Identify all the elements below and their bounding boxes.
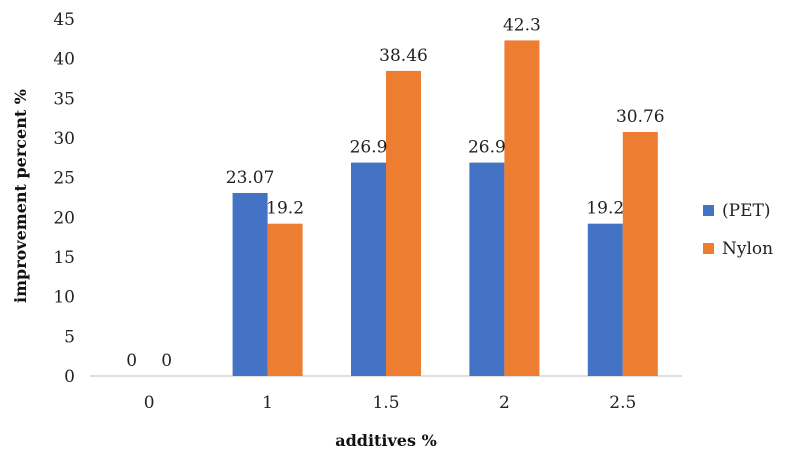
y-tick-label: 0	[64, 367, 75, 387]
data-label: 0	[126, 351, 137, 371]
data-label: 0	[161, 351, 172, 371]
x-axis-ticks: 0 1 1.5 2 2.5	[144, 393, 637, 413]
y-tick-label: 15	[53, 248, 75, 268]
bar-pet	[469, 162, 505, 376]
data-label: 19.2	[586, 199, 624, 219]
legend-swatch	[703, 205, 714, 216]
bar-pet	[232, 192, 268, 376]
bar-pet	[587, 223, 623, 376]
data-label: 30.76	[616, 107, 665, 127]
bar-nylon	[386, 70, 421, 376]
x-tick-label: 1	[262, 393, 273, 413]
y-tick-label: 25	[53, 169, 75, 189]
x-axis-title: additives %	[335, 431, 437, 450]
legend-label: Nylon	[722, 239, 773, 259]
x-tick-label: 1.5	[372, 393, 399, 413]
bar-nylon	[504, 40, 540, 377]
y-tick-label: 30	[53, 129, 75, 149]
data-label: 19.2	[266, 199, 304, 219]
data-label: 38.46	[379, 46, 428, 66]
x-tick-label: 2	[499, 393, 510, 413]
data-label: 23.07	[226, 168, 275, 188]
bar-pet	[351, 162, 386, 376]
x-tick-label: 2.5	[609, 393, 636, 413]
legend-label: (PET)	[722, 201, 770, 221]
bar-nylon	[267, 223, 303, 376]
y-tick-label: 20	[53, 208, 75, 228]
y-tick-label: 10	[53, 288, 75, 308]
data-label: 26.9	[468, 138, 506, 158]
y-tick-label: 35	[53, 89, 75, 109]
y-tick-label: 40	[53, 50, 75, 70]
x-tick-label: 0	[144, 393, 155, 413]
bars	[232, 40, 658, 377]
y-axis-ticks: 0 5 10 15 20 25 30 35 40 45	[53, 10, 75, 387]
y-axis-title: improvement percent %	[11, 89, 30, 303]
data-label: 26.9	[350, 138, 388, 158]
y-tick-label: 5	[64, 327, 75, 347]
legend: (PET) Nylon	[703, 201, 773, 259]
y-tick-label: 45	[53, 10, 75, 30]
legend-swatch	[703, 243, 714, 254]
data-labels: 0 23.07 26.9 26.9 19.2 0 19.2 38.46 42.3 30.76	[126, 15, 664, 371]
bar-nylon	[622, 131, 658, 376]
data-label: 42.3	[503, 15, 541, 35]
